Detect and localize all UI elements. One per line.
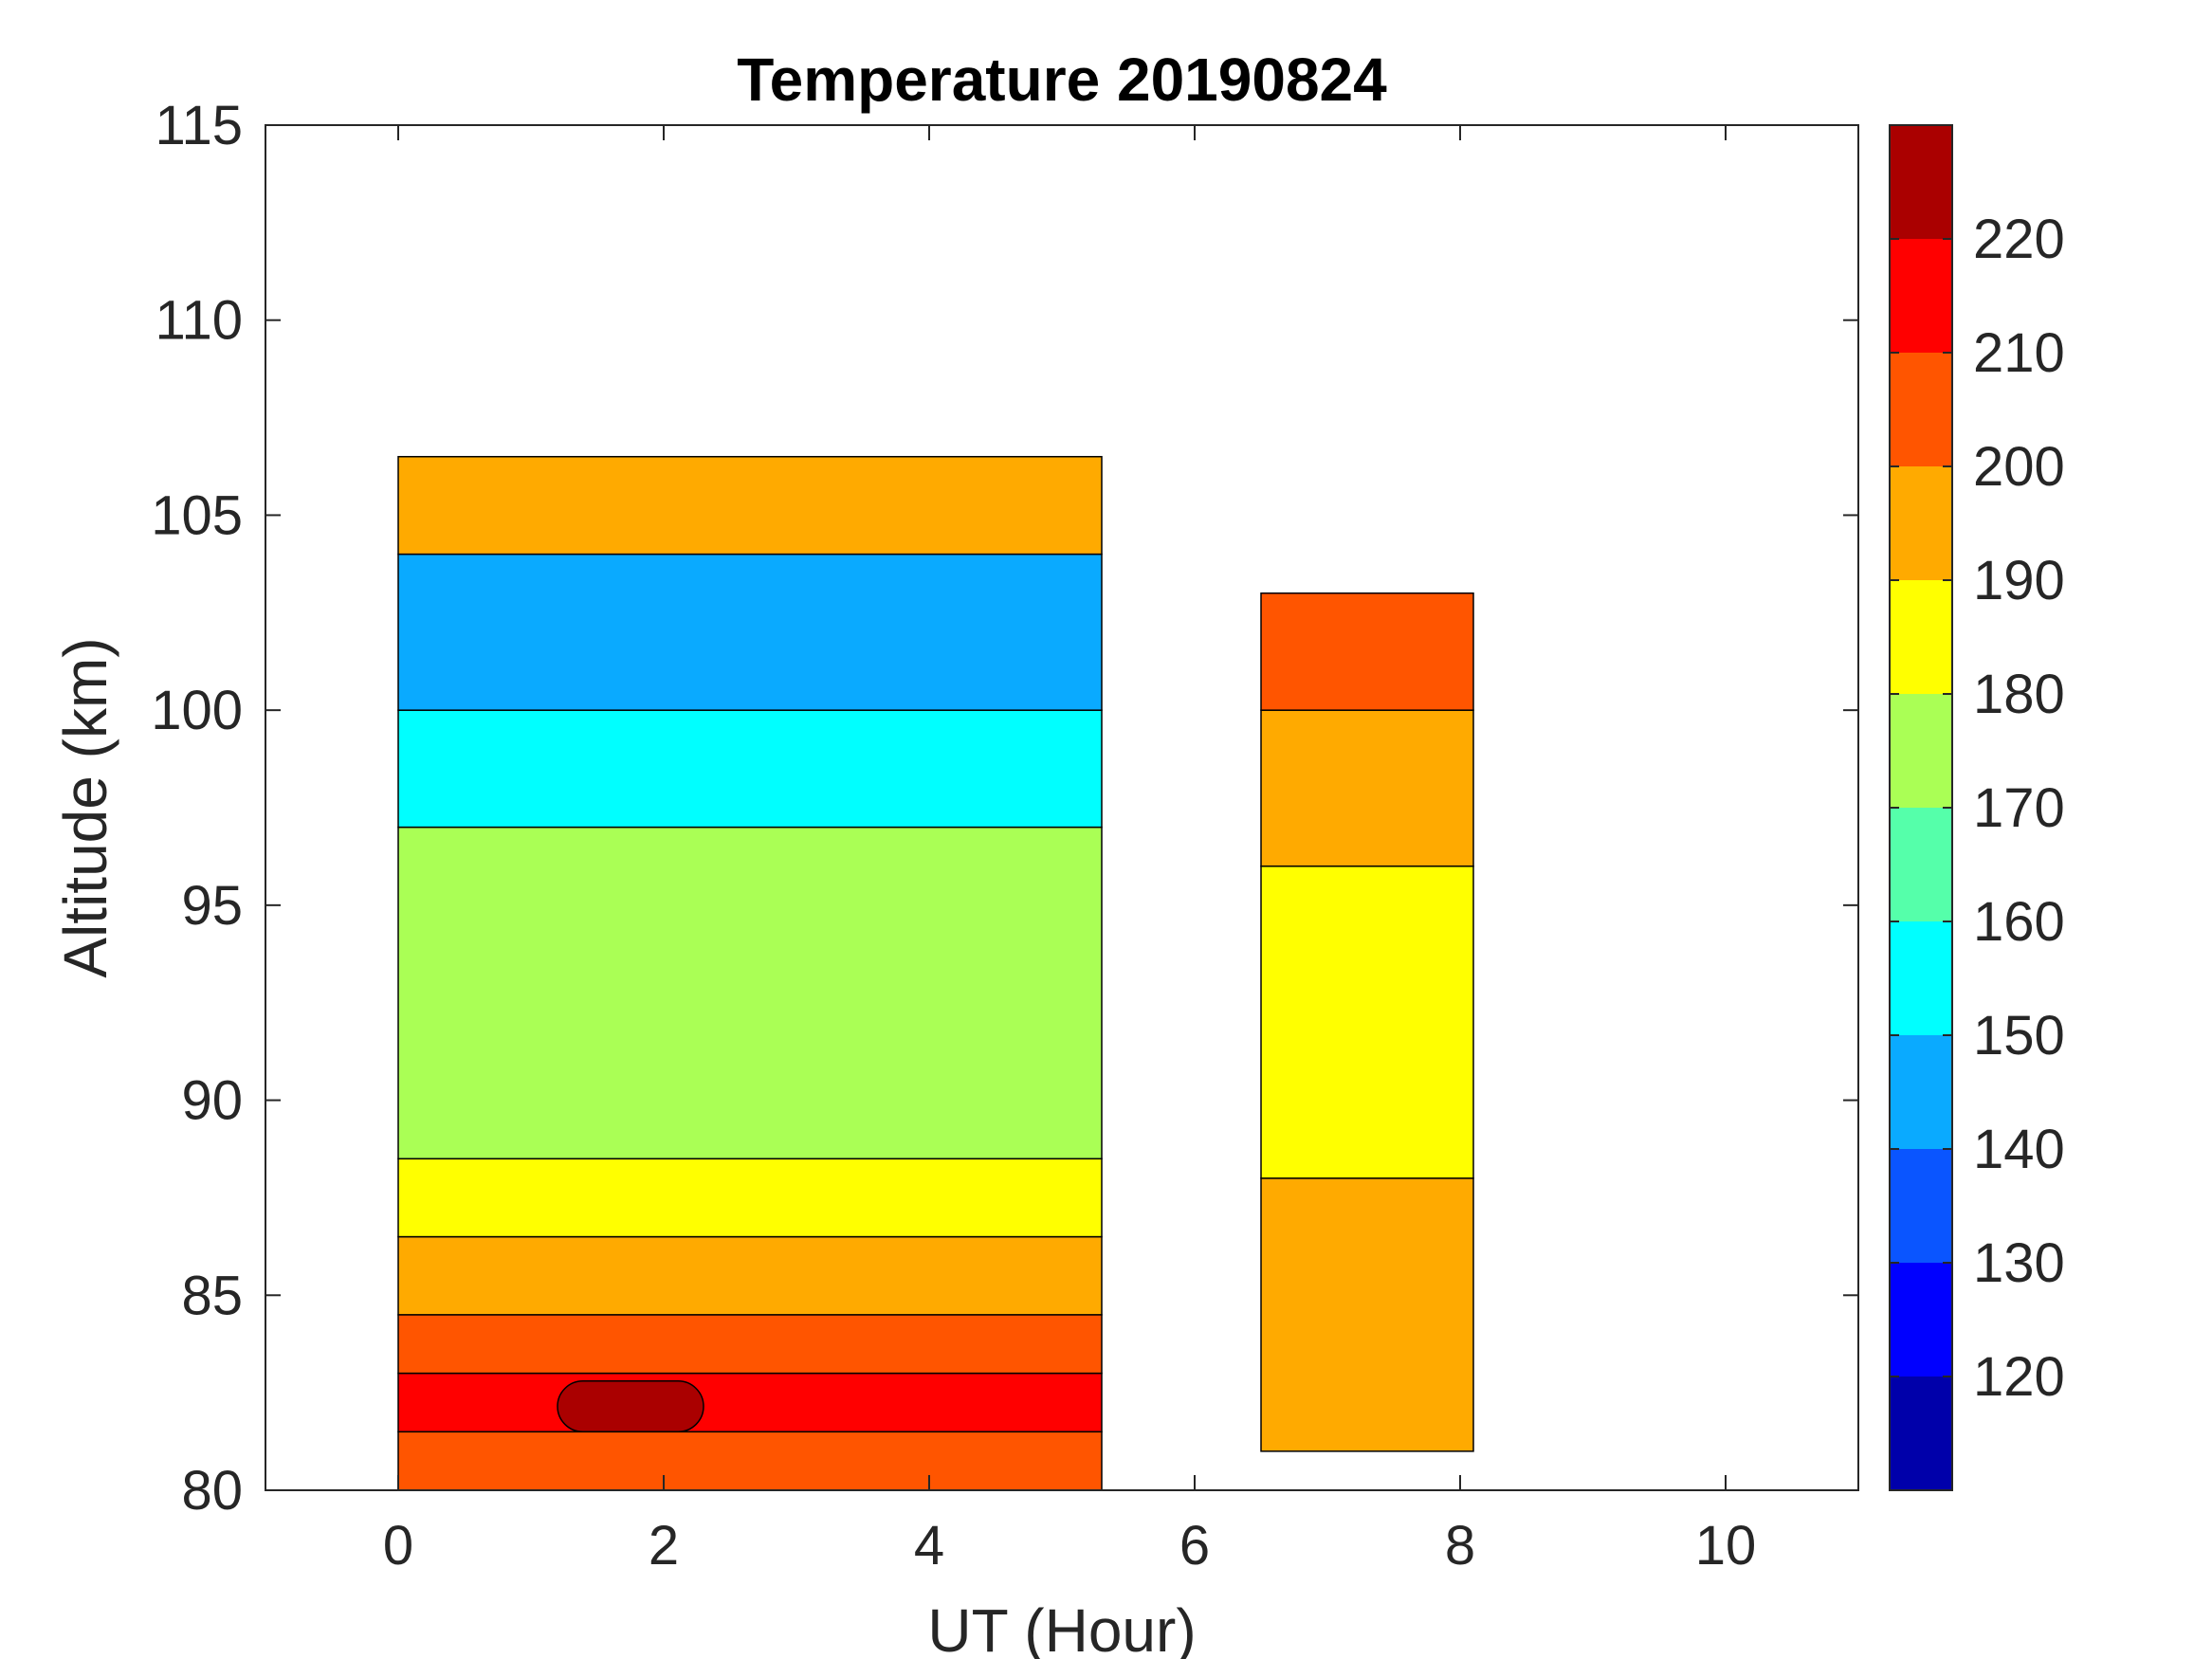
y-tick-label: 80 xyxy=(181,1460,243,1522)
colorbar-tick-label: 120 xyxy=(1973,1346,2065,1408)
colorbar-tick-label: 190 xyxy=(1973,550,2065,611)
data-segment xyxy=(397,455,1103,1490)
colorbar-level xyxy=(1890,921,1952,1035)
colorbar-level xyxy=(1890,239,1952,353)
contour-feature xyxy=(557,1380,704,1433)
contour-band xyxy=(397,1158,1103,1238)
colorbar-tick-label: 180 xyxy=(1973,664,2065,725)
y-tick-label: 90 xyxy=(181,1070,243,1132)
colorbar-tick-label: 160 xyxy=(1973,891,2065,953)
chart-title: Temperature 20190824 xyxy=(737,46,1387,114)
x-tick-label: 8 xyxy=(1445,1515,1475,1577)
colorbar-level xyxy=(1890,1035,1952,1149)
axis-ticks xyxy=(265,124,1858,1491)
colorbar-tick-label: 200 xyxy=(1973,436,2065,498)
contour-band xyxy=(397,553,1103,711)
colorbar-tick-label: 140 xyxy=(1973,1119,2065,1180)
data-segment xyxy=(1260,592,1474,1452)
contour-band xyxy=(397,709,1103,829)
contour-layer xyxy=(397,455,1474,1490)
colorbar-tick-label: 170 xyxy=(1973,777,2065,839)
colorbar-level xyxy=(1890,808,1952,921)
colorbar-level xyxy=(1890,580,1952,694)
colorbar-tick-label: 150 xyxy=(1973,1005,2065,1066)
colorbar-level xyxy=(1890,353,1952,466)
contour-band xyxy=(397,455,1103,556)
contour-band xyxy=(1260,709,1474,867)
colorbar: 120 130 140 150 160 170 180 190 200 210 220 xyxy=(1889,124,2065,1491)
contour-band xyxy=(1260,865,1474,1179)
y-tick-label: 85 xyxy=(181,1265,243,1326)
y-tick-label: 100 xyxy=(151,680,243,741)
contour-band xyxy=(397,826,1103,1160)
y-tick-label: 110 xyxy=(155,290,243,352)
x-tick-label: 6 xyxy=(1179,1515,1210,1577)
y-tick-label: 95 xyxy=(181,875,243,937)
contour-band xyxy=(397,1314,1103,1375)
x-axis-label: UT (Hour) xyxy=(927,1596,1196,1659)
y-tick-label: 105 xyxy=(151,484,243,546)
colorbar-level xyxy=(1890,1149,1952,1263)
contour-band xyxy=(397,1235,1103,1316)
x-tick-label: 4 xyxy=(914,1515,944,1577)
colorbar-level xyxy=(1890,125,1952,239)
y-tick-labels: 80 85 90 95 100 105 110 115 xyxy=(151,95,243,1522)
x-tick-label: 10 xyxy=(1695,1515,1757,1577)
colorbar-ticks: 120 130 140 150 160 170 180 190 200 210 220 xyxy=(1890,209,2065,1408)
contour-band xyxy=(397,1372,1103,1433)
contour-band xyxy=(1260,592,1474,711)
colorbar-tick-label: 210 xyxy=(1973,322,2065,384)
x-tick-label: 0 xyxy=(383,1515,413,1577)
colorbar-segments xyxy=(1890,125,1952,1490)
contour-band xyxy=(397,1431,1103,1490)
plot-area xyxy=(265,124,1859,1491)
y-axis-label: Altitude (km) xyxy=(51,637,119,977)
colorbar-level xyxy=(1890,1263,1952,1376)
contour-band xyxy=(1260,1177,1474,1452)
x-tick-label: 2 xyxy=(649,1515,679,1577)
colorbar-level xyxy=(1890,694,1952,808)
colorbar-tick-label: 130 xyxy=(1973,1232,2065,1294)
y-tick-label: 115 xyxy=(155,95,243,156)
colorbar-level xyxy=(1890,1376,1952,1490)
colorbar-tick-label: 220 xyxy=(1973,209,2065,270)
x-tick-labels: 0 2 4 6 8 10 xyxy=(383,1515,1756,1577)
plot-frame xyxy=(265,124,1859,1491)
colorbar-level xyxy=(1890,466,1952,580)
